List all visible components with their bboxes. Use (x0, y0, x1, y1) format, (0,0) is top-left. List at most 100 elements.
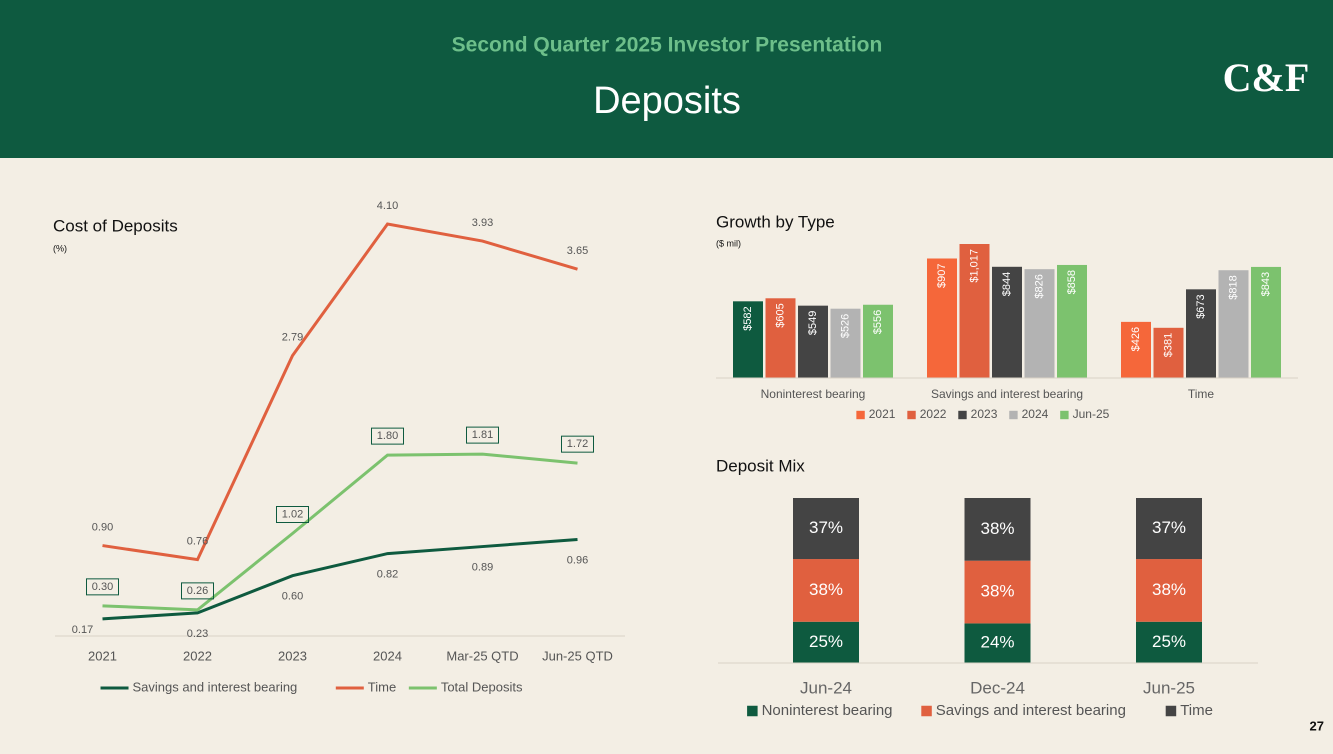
data-label-box (181, 582, 214, 600)
bar-segment (793, 559, 859, 622)
data-label: 3.93 (472, 217, 493, 229)
data-label: 4.10 (377, 200, 398, 212)
bar (830, 308, 861, 378)
data-label: 37% (809, 518, 843, 537)
data-label: 24% (980, 633, 1014, 652)
series-line (102, 452, 578, 612)
series-line (102, 538, 578, 621)
x-tick-label: Jun-24 (800, 678, 852, 697)
data-label: 38% (980, 519, 1014, 538)
logo: C&F (1223, 55, 1310, 100)
legend-label: 2023 (971, 407, 998, 421)
x-tick-label: Savings and interest bearing (931, 387, 1083, 401)
data-label: 1.02 (282, 508, 303, 520)
data-label: 0.76 (187, 536, 208, 548)
data-label: $826 (1033, 274, 1045, 298)
data-label: 3.65 (567, 245, 588, 257)
data-label: $526 (839, 314, 851, 338)
data-label: 1.81 (472, 429, 493, 441)
legend-swatch (907, 410, 916, 420)
legend-label: Savings and interest bearing (936, 702, 1126, 719)
chart-subtitle: (%) (53, 243, 67, 253)
data-label: $818 (1227, 275, 1239, 299)
data-label: 0.23 (187, 628, 208, 640)
data-label-box (371, 427, 404, 445)
x-tick-label: Jun-25 (1143, 678, 1195, 697)
data-label: 0.30 (92, 581, 113, 593)
data-label: 25% (809, 632, 843, 651)
data-label: 0.17 (72, 624, 93, 636)
data-label: 0.60 (282, 591, 303, 603)
x-tick-label: Jun-25 QTD (542, 648, 613, 663)
series-line (102, 222, 578, 562)
bar-segment (964, 560, 1031, 624)
legend-label: 2022 (920, 407, 947, 421)
bar (1024, 269, 1055, 378)
legend-swatch (921, 705, 932, 717)
header-band (0, 0, 1333, 158)
legend-label: Total Deposits (441, 679, 523, 694)
data-label: 25% (1152, 632, 1186, 651)
legend-label: Jun-25 (1073, 407, 1110, 421)
bar (1057, 264, 1087, 378)
bar (1121, 321, 1151, 378)
data-label: $582 (742, 306, 754, 330)
chart-title: Growth by Type (716, 212, 835, 231)
data-label: $381 (1162, 333, 1174, 357)
bar (765, 298, 796, 378)
bar (798, 305, 828, 378)
x-tick-label: Time (1188, 387, 1215, 401)
data-label: $1,017 (968, 249, 980, 283)
bar-segment (793, 498, 859, 560)
data-label: $858 (1066, 270, 1078, 294)
legend-label: Time (368, 679, 396, 694)
data-label: $556 (872, 310, 884, 334)
legend-swatch (747, 705, 758, 717)
legend-swatch (1060, 410, 1069, 420)
data-label: $844 (1001, 272, 1013, 296)
bar (1251, 266, 1281, 378)
x-tick-label: Noninterest bearing (761, 387, 866, 401)
legend-label: 2024 (1022, 407, 1049, 421)
header-subtitle: Second Quarter 2025 Investor Presentatio… (452, 34, 883, 57)
bar-segment (1136, 621, 1202, 663)
data-label: 37% (1152, 518, 1186, 537)
data-label: 0.89 (472, 561, 493, 573)
data-label: 38% (980, 582, 1014, 601)
chart-subtitle: ($ mil) (716, 238, 741, 248)
bar (959, 244, 990, 378)
data-label: 38% (1152, 580, 1186, 599)
data-label: $843 (1260, 272, 1272, 296)
page-number: 27 (1310, 718, 1324, 733)
data-label: $549 (807, 311, 819, 335)
data-label: 0.82 (377, 569, 398, 581)
data-label: $673 (1195, 294, 1207, 318)
legend-label: Noninterest bearing (762, 702, 893, 719)
data-label: 1.80 (377, 430, 398, 442)
bar-segment (1136, 559, 1202, 622)
data-label-box (86, 578, 119, 596)
bar (927, 258, 957, 378)
data-label: 1.72 (567, 438, 588, 450)
x-tick-label: Dec-24 (970, 678, 1025, 697)
x-tick-label: 2023 (278, 648, 307, 663)
data-label: $907 (936, 263, 948, 287)
x-tick-label: 2021 (88, 648, 117, 663)
legend-label: Time (1180, 702, 1213, 719)
data-label-box (561, 435, 594, 453)
x-tick-label: 2022 (183, 648, 212, 663)
legend-swatch (1165, 705, 1177, 717)
bar-segment (964, 623, 1031, 663)
data-label-box (276, 506, 309, 524)
data-label-box (466, 426, 499, 444)
bar (992, 266, 1022, 378)
data-label: 38% (809, 580, 843, 599)
bar (1186, 289, 1216, 378)
chart-title: Cost of Deposits (53, 216, 178, 235)
bar-segment (793, 621, 859, 663)
data-label: $605 (774, 303, 786, 327)
bar (733, 301, 763, 378)
bar (1218, 270, 1249, 378)
